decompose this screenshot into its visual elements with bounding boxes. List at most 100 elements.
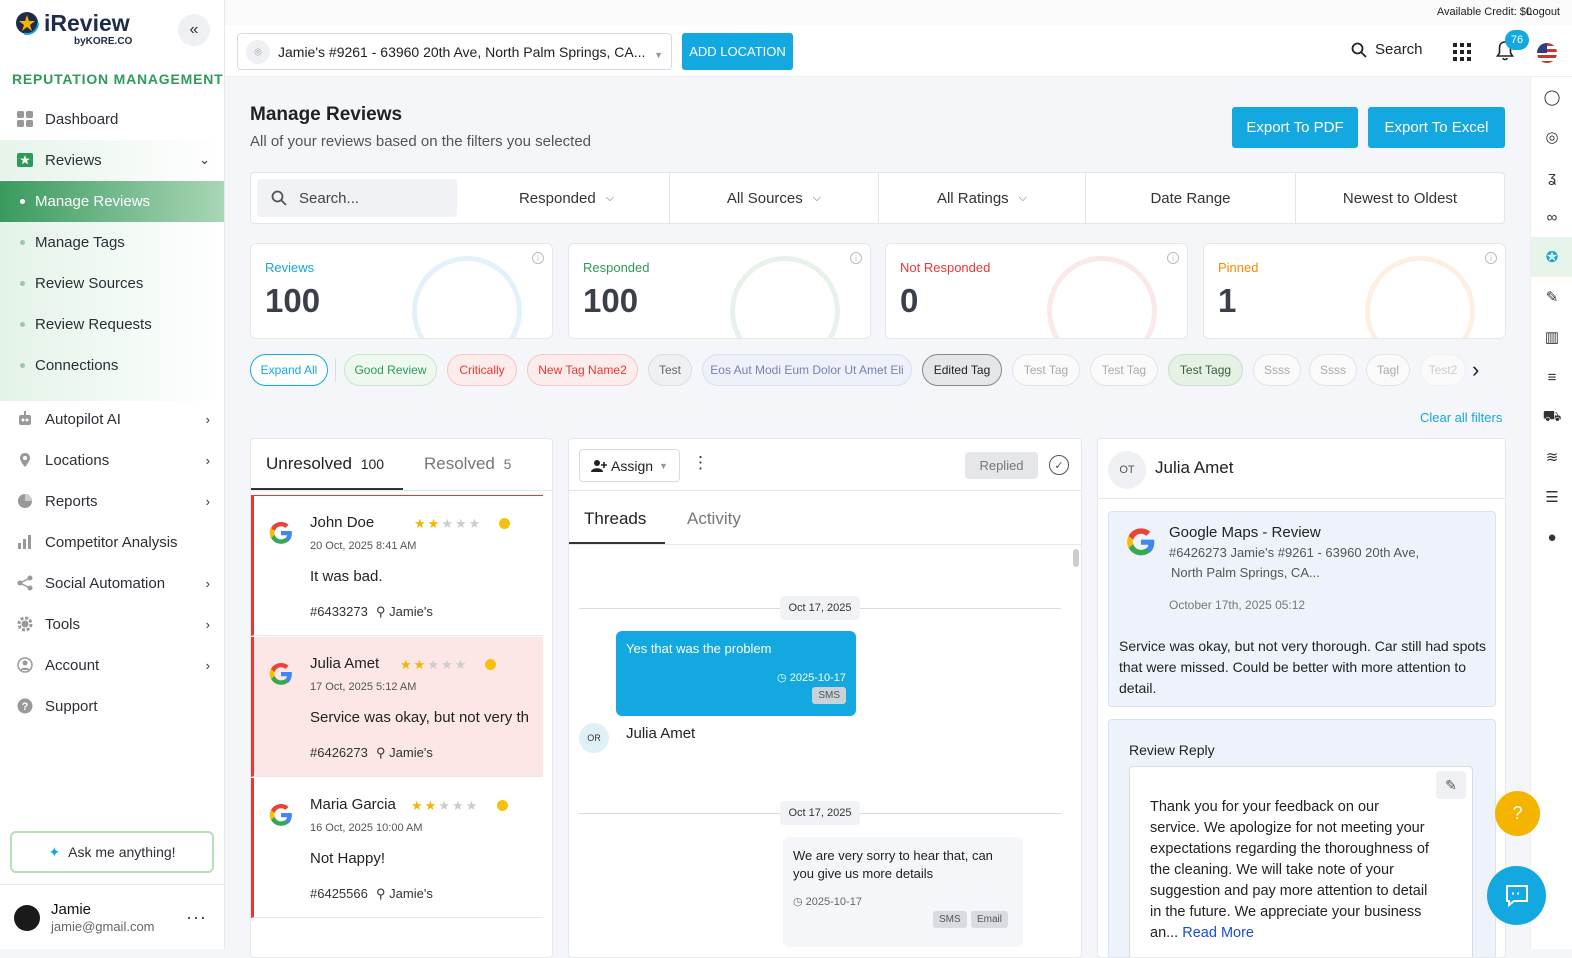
stat-card-not-responded[interactable]: Not Responded 0 i [885, 243, 1188, 339]
globe-icon[interactable]: ● [1547, 528, 1557, 546]
tag-chip[interactable]: Tagl [1366, 354, 1410, 386]
target-icon[interactable]: ◎ [1545, 129, 1559, 146]
info-icon[interactable]: i [1167, 252, 1179, 264]
nav-reviews[interactable]: Reviews ⌄ [0, 140, 224, 180]
chart-icon[interactable]: ▥ [1544, 329, 1560, 346]
nav-autopilot-ai[interactable]: Autopilot AI › [0, 399, 224, 439]
tag-chip[interactable]: New Tag Name2 [527, 354, 638, 386]
nav-dashboard[interactable]: Dashboard [0, 99, 224, 139]
review-list-panel: Unresolved 100 Resolved 5 John Doe ★★★★★… [250, 438, 553, 958]
tab-threads[interactable]: Threads [584, 509, 647, 528]
review-card-selected[interactable]: Julia Amet ★★★★★ 17 Oct, 2025 5:12 AM Se… [251, 637, 543, 777]
review-card[interactable]: John Doe ★★★★★ 20 Oct, 2025 8:41 AM It w… [251, 496, 543, 636]
search-button[interactable]: Search [1351, 41, 1423, 58]
ask-ai-button[interactable]: ✦ Ask me anything! [10, 831, 214, 873]
expand-all-button[interactable]: Expand All [250, 354, 328, 386]
stat-card-pinned[interactable]: Pinned 1 i [1203, 243, 1506, 339]
more-icon[interactable]: ··· [186, 907, 207, 927]
responded-filter[interactable]: Responded ⌵ [464, 173, 669, 223]
tag-chip[interactable]: Test Tag [1090, 354, 1158, 386]
export-excel-button[interactable]: Export To Excel [1368, 107, 1505, 148]
help-button[interactable]: ? [1495, 791, 1540, 836]
date-range-filter[interactable]: Date Range [1085, 173, 1295, 223]
info-icon[interactable]: i [532, 252, 544, 264]
thread-tabs: Threads Activity [569, 493, 1081, 545]
export-pdf-button[interactable]: Export To PDF [1232, 107, 1358, 148]
chevron-right-icon[interactable]: › [1472, 357, 1480, 382]
apps-grid-icon[interactable] [1453, 43, 1471, 64]
scrollbar[interactable] [1073, 549, 1079, 567]
stat-card-reviews[interactable]: Reviews 100 i [250, 243, 553, 339]
tag-chip[interactable]: Test [648, 354, 692, 386]
clear-filters-link[interactable]: Clear all filters [1420, 410, 1503, 425]
circle-outline-icon[interactable]: ◯ [1543, 89, 1561, 106]
tag-chip[interactable]: Edited Tag [922, 354, 1002, 386]
car-icon[interactable]: ⛟ [1542, 407, 1562, 425]
sort-filter[interactable]: Newest to Oldest [1295, 173, 1504, 223]
info-icon[interactable]: i [850, 252, 862, 264]
tab-unresolved[interactable]: Unresolved 100 [266, 454, 384, 474]
feather-icon[interactable]: ✎ [1545, 289, 1559, 306]
incoming-message: We are very sorry to hear that, can you … [783, 837, 1023, 947]
tab-resolved[interactable]: Resolved 5 [424, 454, 511, 474]
reviews-star-icon[interactable]: ✪ [1531, 237, 1572, 277]
user-profile[interactable]: Jamie jamie@gmail.com ··· [0, 884, 224, 949]
channel-badge: SMS [812, 687, 846, 704]
tag-chip[interactable]: Test Tagg [1168, 354, 1243, 386]
chevron-down-icon: ⌵ [1018, 191, 1028, 204]
edit-icon[interactable]: ✎ [1436, 771, 1466, 799]
tag-chip[interactable]: Ssss [1253, 354, 1301, 386]
review-date: October 17th, 2025 05:12 [1169, 598, 1306, 612]
nav-competitor-analysis[interactable]: Competitor Analysis [0, 522, 224, 562]
chat-button[interactable] [1487, 866, 1546, 925]
tag-chip[interactable]: Critically [447, 354, 517, 386]
ratings-filter[interactable]: All Ratings ⌵ [878, 173, 1085, 223]
tag-chip[interactable]: Test Tag [1012, 354, 1080, 386]
pin-icon: ⌾ [246, 40, 270, 64]
tab-activity[interactable]: Activity [687, 509, 741, 528]
resolve-check-icon[interactable]: ✓ [1049, 455, 1069, 475]
sub-manage-tags[interactable]: Manage Tags [0, 222, 224, 263]
tripadvisor-icon[interactable]: ∞ [1546, 208, 1558, 226]
collapse-sidebar-button[interactable]: « [178, 14, 210, 46]
search-input[interactable]: Search... [257, 179, 457, 217]
pin-icon: ⚲ [376, 745, 386, 760]
kebab-menu-icon[interactable]: ⋮ [692, 453, 709, 472]
tag-chip[interactable]: Good Review [344, 354, 437, 386]
nav-reports[interactable]: Reports › [0, 481, 224, 521]
nav-account[interactable]: Account › [0, 645, 224, 685]
sources-filter[interactable]: All Sources ⌵ [669, 173, 878, 223]
nav-tools[interactable]: Tools › [0, 604, 224, 644]
stat-card-responded[interactable]: Responded 100 i [568, 243, 871, 339]
tag-chip[interactable]: Test2 [1420, 354, 1466, 386]
nav-support[interactable]: ? Support [0, 686, 224, 726]
wave-icon[interactable]: ≋ [1545, 449, 1559, 466]
nav-locations[interactable]: Locations › [0, 440, 224, 480]
us-flag-icon[interactable] [1537, 43, 1557, 63]
sub-review-sources[interactable]: Review Sources [0, 263, 224, 304]
read-more-link[interactable]: Read More [1182, 925, 1254, 941]
lines-icon[interactable]: ≡ [1547, 368, 1557, 386]
nav-label: Competitor Analysis [45, 533, 178, 551]
sub-label: Review Requests [35, 316, 152, 333]
tag-chip[interactable]: Eos Aut Modi Eum Dolor Ut Amet Eli [702, 354, 912, 386]
credit-label: Available Credit: $0 [1436, 6, 1532, 18]
assign-dropdown[interactable]: Assign ▼ [579, 449, 680, 482]
location-select[interactable]: ⌾ Jamie's #9261 - 63960 20th Ave, North … [237, 33, 672, 70]
review-card[interactable]: Maria Garcia ★★★★★ 16 Oct, 2025 10:00 AM… [251, 778, 543, 918]
logout-link[interactable]: Logout [1526, 6, 1560, 18]
section-title: REPUTATION MANAGEMENT [12, 71, 224, 87]
reply-title: Review Reply [1129, 742, 1215, 758]
sub-connections[interactable]: Connections [0, 345, 224, 386]
sub-review-requests[interactable]: Review Requests [0, 304, 224, 345]
brand-logo[interactable]: iReview byKORE.CO [14, 8, 154, 50]
stat-label: Not Responded [900, 260, 991, 275]
tag-chip[interactable]: Ssss [1309, 354, 1357, 386]
swirl-icon[interactable]: ʓ [1547, 168, 1557, 186]
layers-icon[interactable]: ☰ [1545, 489, 1559, 506]
sub-manage-reviews[interactable]: Manage Reviews [0, 181, 224, 222]
add-location-button[interactable]: ADD LOCATION [682, 33, 793, 70]
nav-social-automation[interactable]: Social Automation › [0, 563, 224, 603]
info-icon[interactable]: i [1485, 252, 1497, 264]
filter-bar: Search... Responded ⌵ All Sources ⌵ All Ra… [250, 172, 1505, 224]
